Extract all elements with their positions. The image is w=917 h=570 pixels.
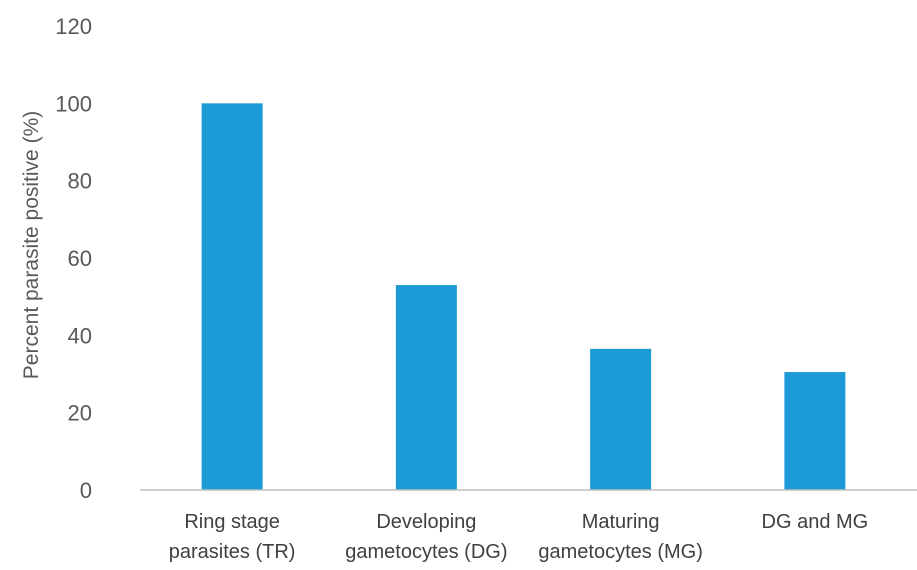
x-tick-label: Developing bbox=[376, 511, 476, 533]
bar bbox=[784, 372, 846, 490]
y-tick-label: 100 bbox=[55, 91, 92, 116]
y-tick-label: 80 bbox=[68, 169, 92, 194]
y-tick-label: 40 bbox=[68, 323, 92, 348]
y-tick-label: 60 bbox=[68, 246, 92, 271]
x-tick-label: Ring stage bbox=[184, 511, 280, 533]
y-axis-label: Percent parasite positive (%) bbox=[20, 111, 43, 379]
x-tick-label: gametocytes (DG) bbox=[345, 541, 507, 563]
x-axis-ticks: Ring stage parasites (TR) Developing gameto… bbox=[169, 511, 868, 563]
y-axis-ticks: 0 20 40 60 80 100 120 bbox=[55, 14, 92, 503]
x-tick-label: Maturing bbox=[582, 511, 660, 533]
y-tick-label: 20 bbox=[68, 401, 92, 426]
bar bbox=[590, 348, 652, 490]
bar bbox=[395, 285, 457, 490]
x-tick-label: parasites (TR) bbox=[169, 541, 296, 563]
y-tick-label: 0 bbox=[80, 478, 92, 503]
x-tick-label: gametocytes (MG) bbox=[538, 541, 702, 563]
y-tick-label: 120 bbox=[55, 14, 92, 39]
bar bbox=[201, 103, 263, 490]
x-tick-label: DG and MG bbox=[762, 511, 869, 533]
bars bbox=[201, 103, 846, 490]
